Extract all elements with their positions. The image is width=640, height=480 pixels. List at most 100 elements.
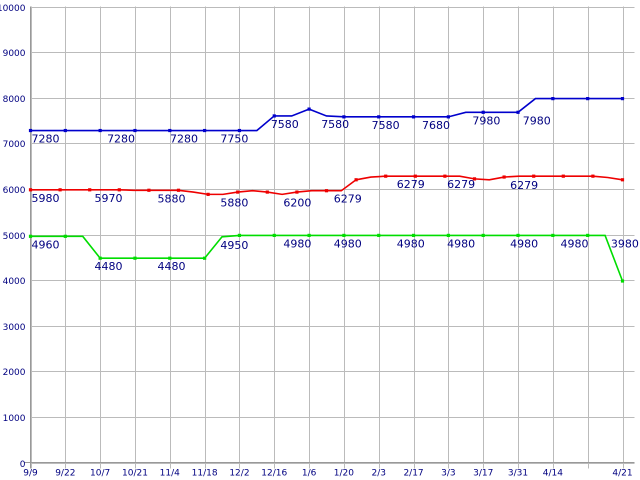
data-point-marker [133, 128, 137, 133]
data-point-marker [411, 233, 416, 238]
data-series [28, 97, 625, 283]
data-point-marker [147, 188, 151, 192]
x-axis-tick-label: 3/17 [473, 469, 493, 479]
y-axis-tick-label: 8000 [3, 95, 26, 105]
x-axis-tick-label: 2/17 [403, 469, 423, 479]
data-point-marker [265, 190, 269, 194]
data-point-value-label: 7580 [372, 119, 400, 132]
data-point-marker [443, 174, 447, 178]
x-axis-tick-label: 1/20 [334, 469, 354, 479]
data-point-value-label: 6279 [397, 178, 425, 191]
data-point-marker [98, 256, 102, 260]
series-line-green [30, 234, 624, 282]
x-axis-tick-label: 12/2 [229, 469, 249, 479]
x-axis-tick-label: 12/16 [261, 469, 287, 479]
data-point-marker [384, 174, 388, 178]
data-point-labels: 7280 7280 7280 7750 7580 7580 7580 7680 7980 7980… [32, 114, 639, 273]
data-point-marker [516, 110, 520, 114]
data-point-marker [377, 115, 381, 119]
y-axis-tick-label: 0 [20, 460, 26, 470]
data-point-marker [88, 188, 92, 192]
series-markers-blue [28, 97, 625, 133]
data-point-marker [168, 128, 172, 133]
axis-lines [24, 6, 635, 469]
data-point-marker [28, 234, 33, 238]
data-point-marker [551, 97, 555, 101]
data-point-marker [591, 174, 595, 178]
data-point-marker [586, 97, 590, 101]
x-axis-tick-label: 3/31 [508, 469, 528, 479]
data-point-marker [620, 178, 625, 182]
data-point-marker [532, 174, 536, 178]
data-point-marker [28, 188, 33, 192]
x-axis-tick-label: 11/4 [160, 469, 180, 479]
data-point-marker [551, 233, 555, 238]
x-axis-tick-label: 10/21 [122, 469, 148, 479]
data-point-marker [413, 174, 417, 178]
data-point-marker [324, 189, 329, 193]
data-point-marker [377, 233, 381, 238]
y-axis-tick-label: 5000 [3, 232, 26, 242]
data-point-value-label: 4480 [157, 260, 185, 273]
data-point-marker [307, 233, 311, 238]
data-point-marker [620, 97, 625, 101]
data-point-marker [203, 128, 207, 133]
data-point-value-label: 7750 [220, 133, 248, 146]
data-point-value-label: 5880 [220, 196, 248, 209]
data-point-marker [236, 190, 240, 194]
data-point-value-label: 7580 [321, 118, 349, 131]
data-point-marker [446, 233, 450, 238]
data-point-value-label: 4980 [397, 237, 425, 250]
data-point-value-label: 6279 [334, 193, 362, 206]
series-line-blue [30, 97, 623, 132]
data-point-value-label: 5880 [157, 192, 185, 205]
series-markers-red [28, 174, 625, 196]
y-axis-tick-label: 3000 [3, 323, 26, 333]
data-point-value-label: 4950 [220, 239, 248, 252]
data-point-value-label: 5970 [94, 192, 122, 205]
data-point-value-label: 7280 [107, 133, 135, 146]
data-point-marker [63, 128, 67, 133]
data-point-marker [98, 128, 102, 133]
data-point-value-label: 7580 [271, 118, 299, 131]
data-point-value-label: 4980 [283, 237, 311, 250]
data-point-marker [237, 233, 242, 238]
data-point-marker [206, 192, 210, 196]
data-point-marker [203, 256, 207, 260]
data-point-value-label: 6279 [510, 179, 538, 192]
data-point-value-label: 6200 [283, 196, 311, 209]
data-point-marker [176, 188, 181, 192]
data-point-marker [342, 115, 346, 119]
data-point-marker [28, 128, 33, 133]
gridlines [30, 6, 635, 469]
data-point-value-label: 4980 [334, 237, 362, 250]
data-point-value-label: 4480 [94, 260, 122, 273]
y-axis-tick-label: 1000 [3, 414, 26, 424]
data-point-marker [561, 174, 565, 178]
data-point-marker [237, 128, 242, 133]
data-point-marker [481, 233, 485, 238]
data-point-marker [117, 188, 121, 192]
y-axis-tick-label: 9000 [3, 49, 26, 59]
y-axis-tick-label: 10000 [0, 4, 26, 14]
y-axis-tick-label: 7000 [3, 140, 26, 150]
data-point-marker [342, 233, 346, 238]
x-axis-tick-label: 1/6 [302, 469, 317, 479]
data-point-marker [63, 234, 67, 238]
y-axis-tick-label: 6000 [3, 186, 26, 196]
data-point-marker [272, 114, 276, 118]
data-point-marker [295, 190, 299, 194]
y-axis-tick-labels: 0 1000 2000 3000 4000 5000 6000 7000 8000 9000 100… [0, 4, 26, 470]
data-point-value-label: 7280 [32, 133, 60, 146]
data-point-marker [502, 175, 506, 179]
data-point-value-label: 7980 [472, 114, 500, 127]
data-point-value-label: 4980 [561, 237, 589, 250]
data-point-value-label: 7680 [422, 119, 450, 132]
data-point-marker [272, 233, 276, 238]
data-point-value-label: 7280 [170, 133, 198, 146]
data-point-marker [472, 177, 477, 181]
x-axis-tick-label: 3/3 [441, 469, 455, 479]
data-point-value-label: 7980 [523, 114, 551, 127]
